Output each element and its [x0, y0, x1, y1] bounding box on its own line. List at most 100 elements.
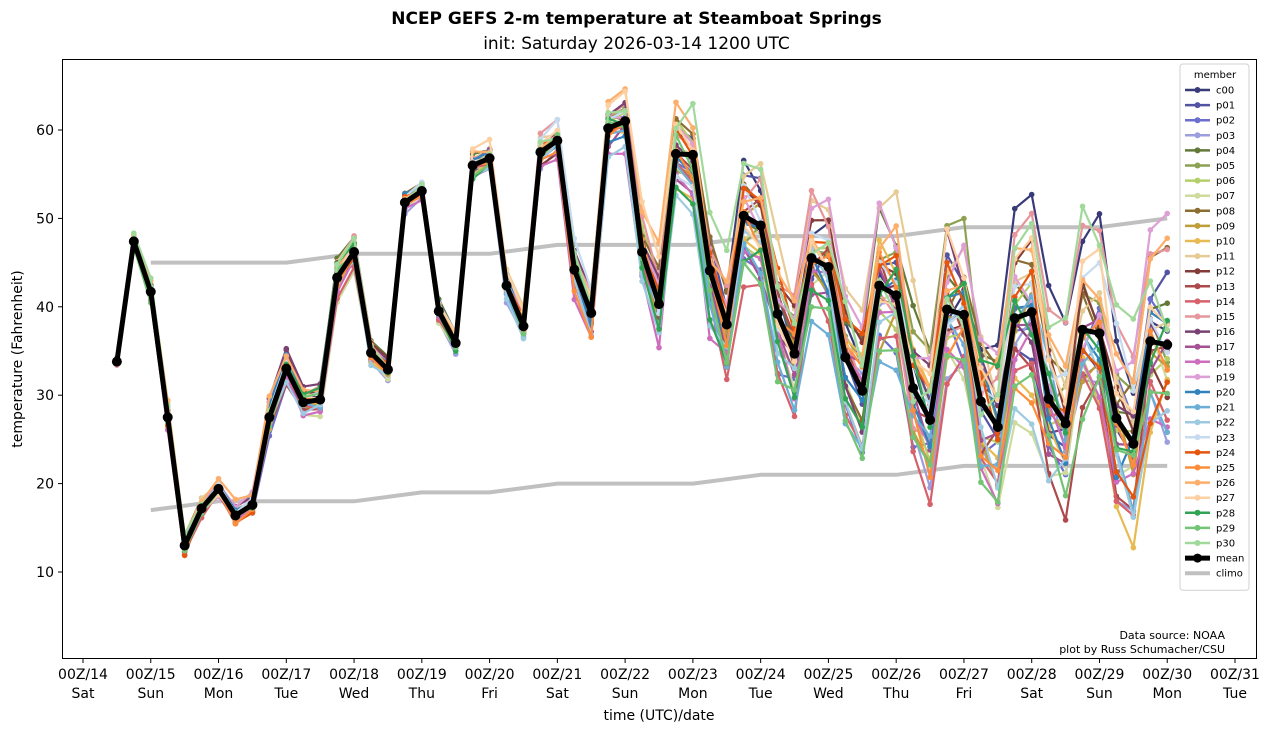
mean-point: [416, 185, 427, 196]
mean-point: [264, 412, 275, 423]
y-tick-label: 60: [36, 123, 54, 139]
member-point-p25: [571, 288, 578, 294]
mean-point: [315, 394, 326, 405]
member-point-p16: [1130, 413, 1137, 419]
member-point-p30: [910, 398, 916, 405]
member-point-p25: [1147, 328, 1154, 334]
member-point-p25: [927, 474, 933, 481]
member-point-p07: [385, 376, 391, 382]
mean-point: [823, 262, 834, 273]
member-point-p11: [1096, 290, 1103, 296]
legend-marker: [1194, 117, 1201, 124]
member-point-p28: [842, 395, 849, 402]
member-point-p28: [808, 287, 815, 293]
legend-marker: [1193, 553, 1202, 563]
legend-label: p11: [1216, 252, 1235, 263]
member-point-c00: [1079, 238, 1086, 245]
member-point-p24: [859, 330, 866, 337]
member-point-c00: [1028, 191, 1035, 198]
member-point-p30: [1062, 314, 1069, 321]
x-tick-day: Tue: [748, 686, 773, 702]
member-point-p29: [1147, 389, 1154, 395]
member-point-p13: [1079, 404, 1086, 411]
member-point-p09: [1079, 378, 1086, 385]
member-point-p30: [774, 283, 781, 290]
mean-point: [1145, 336, 1156, 347]
legend-label: p16: [1216, 327, 1235, 338]
x-tick-label: 00Z/16: [194, 667, 244, 683]
member-point-p26: [690, 125, 696, 131]
x-tick-label: 00Z/25: [803, 667, 853, 683]
y-tick-label: 40: [36, 300, 54, 316]
member-point-p24: [1147, 420, 1154, 427]
member-point-p30: [673, 125, 679, 132]
mean-point: [992, 422, 1003, 433]
y-tick-label: 30: [36, 388, 54, 404]
member-point-p30: [825, 240, 832, 246]
member-point-p30: [995, 391, 1001, 398]
member-point-p18: [1096, 394, 1103, 401]
member-point-p27: [944, 226, 950, 232]
legend-marker: [1194, 343, 1201, 350]
x-tick-label: 00Z/15: [126, 667, 176, 683]
climo-low-line: [150, 463, 1168, 513]
member-point-p28: [1045, 370, 1052, 377]
member-point-p30: [147, 275, 154, 281]
legend-label: climo: [1216, 569, 1243, 580]
legend-entry-p09: p09: [1185, 221, 1235, 232]
member-point-p30: [723, 247, 730, 254]
member-point-p30: [927, 387, 933, 394]
member-point-p26: [757, 195, 764, 201]
member-point-p24: [842, 316, 849, 322]
legend-label: p02: [1216, 116, 1235, 127]
mean-point: [1009, 313, 1020, 324]
member-point-p19: [1096, 312, 1103, 318]
member-point-p06: [1164, 355, 1171, 362]
member-point-p26: [1096, 296, 1103, 302]
mean-point: [637, 246, 648, 257]
member-point-p18: [571, 296, 578, 303]
mean-point: [162, 412, 173, 423]
member-point-p27: [1045, 356, 1052, 363]
mean-point: [230, 510, 241, 521]
member-point-p29: [842, 417, 849, 424]
legend-label: p04: [1216, 146, 1235, 157]
member-point-p28: [825, 297, 832, 304]
member-point-p26: [283, 353, 290, 359]
member-point-p10: [876, 237, 883, 243]
member-point-p29: [893, 347, 899, 354]
member-point-p14: [1028, 360, 1035, 367]
legend-entry-p30: p30: [1185, 539, 1235, 550]
member-point-p23: [1164, 349, 1171, 356]
member-point-p25: [910, 407, 916, 414]
legend-marker: [1194, 449, 1201, 456]
member-point-p16: [283, 345, 290, 352]
x-tick-label: 00Z/23: [668, 667, 718, 683]
x-tick-label: 00Z/27: [939, 667, 989, 683]
legend-marker: [1194, 87, 1201, 93]
member-point-p30: [1147, 278, 1154, 284]
mean-point: [789, 348, 800, 359]
member-point-p28: [690, 201, 696, 207]
x-tick-day: Tue: [1222, 686, 1247, 702]
x-tick-label: 00Z/21: [532, 667, 582, 683]
member-point-p22: [1045, 477, 1052, 484]
member-point-p26: [1062, 363, 1069, 369]
member-point-p30: [1028, 220, 1035, 227]
mean-point: [569, 264, 580, 275]
legend-entry-p01: p01: [1185, 101, 1235, 112]
legend-entry-p05: p05: [1185, 161, 1235, 172]
member-point-p26: [639, 208, 645, 215]
member-point-p20: [1113, 474, 1120, 481]
member-point-p25: [1062, 454, 1069, 461]
mean-point: [704, 265, 715, 276]
x-tick-label: 00Z/20: [465, 667, 515, 683]
member-point-p14: [893, 333, 899, 340]
member-point-p26: [723, 278, 730, 285]
member-point-p28: [910, 353, 916, 359]
member-point-p25: [232, 520, 239, 527]
mean-point: [349, 246, 360, 257]
member-point-p28: [961, 280, 967, 287]
member-point-p27: [995, 396, 1001, 403]
legend-marker: [1194, 222, 1201, 229]
